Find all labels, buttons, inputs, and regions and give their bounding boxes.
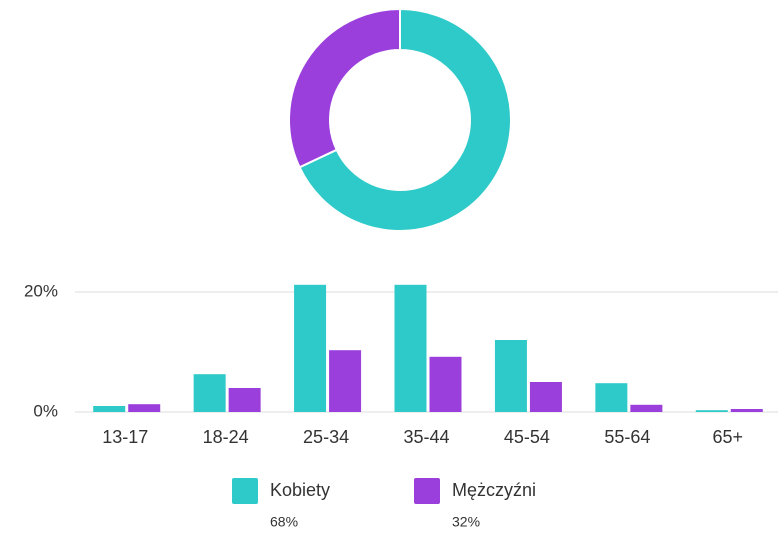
bar: [329, 350, 362, 412]
x-tick-label: 25-34: [303, 427, 349, 447]
bar: [228, 388, 261, 412]
bar: [128, 404, 161, 412]
bar: [630, 404, 663, 412]
donut-slice: [288, 7, 401, 169]
bar: [595, 383, 628, 412]
bar: [394, 284, 427, 412]
bar: [193, 374, 226, 412]
bar: [494, 340, 527, 412]
bar: [529, 382, 562, 412]
bar: [294, 284, 327, 412]
y-tick-label: 20%: [24, 281, 58, 300]
legend-value: 32%: [452, 514, 480, 530]
legend-swatch: [232, 478, 258, 504]
bar: [93, 406, 126, 412]
x-tick-label: 35-44: [403, 427, 449, 447]
legend-label: Kobiety: [270, 480, 330, 500]
legend-value: 68%: [270, 514, 298, 530]
x-tick-label: 65+: [713, 427, 744, 447]
donut-slice: [298, 7, 512, 232]
bar: [730, 409, 763, 412]
x-tick-label: 18-24: [203, 427, 249, 447]
y-tick-label: 0%: [33, 401, 58, 420]
bar: [429, 356, 462, 412]
x-tick-label: 13-17: [102, 427, 148, 447]
bar: [695, 410, 728, 412]
x-tick-label: 55-64: [604, 427, 650, 447]
legend-label: Mężczyźni: [452, 480, 536, 500]
x-tick-label: 45-54: [504, 427, 550, 447]
legend-swatch: [414, 478, 440, 504]
